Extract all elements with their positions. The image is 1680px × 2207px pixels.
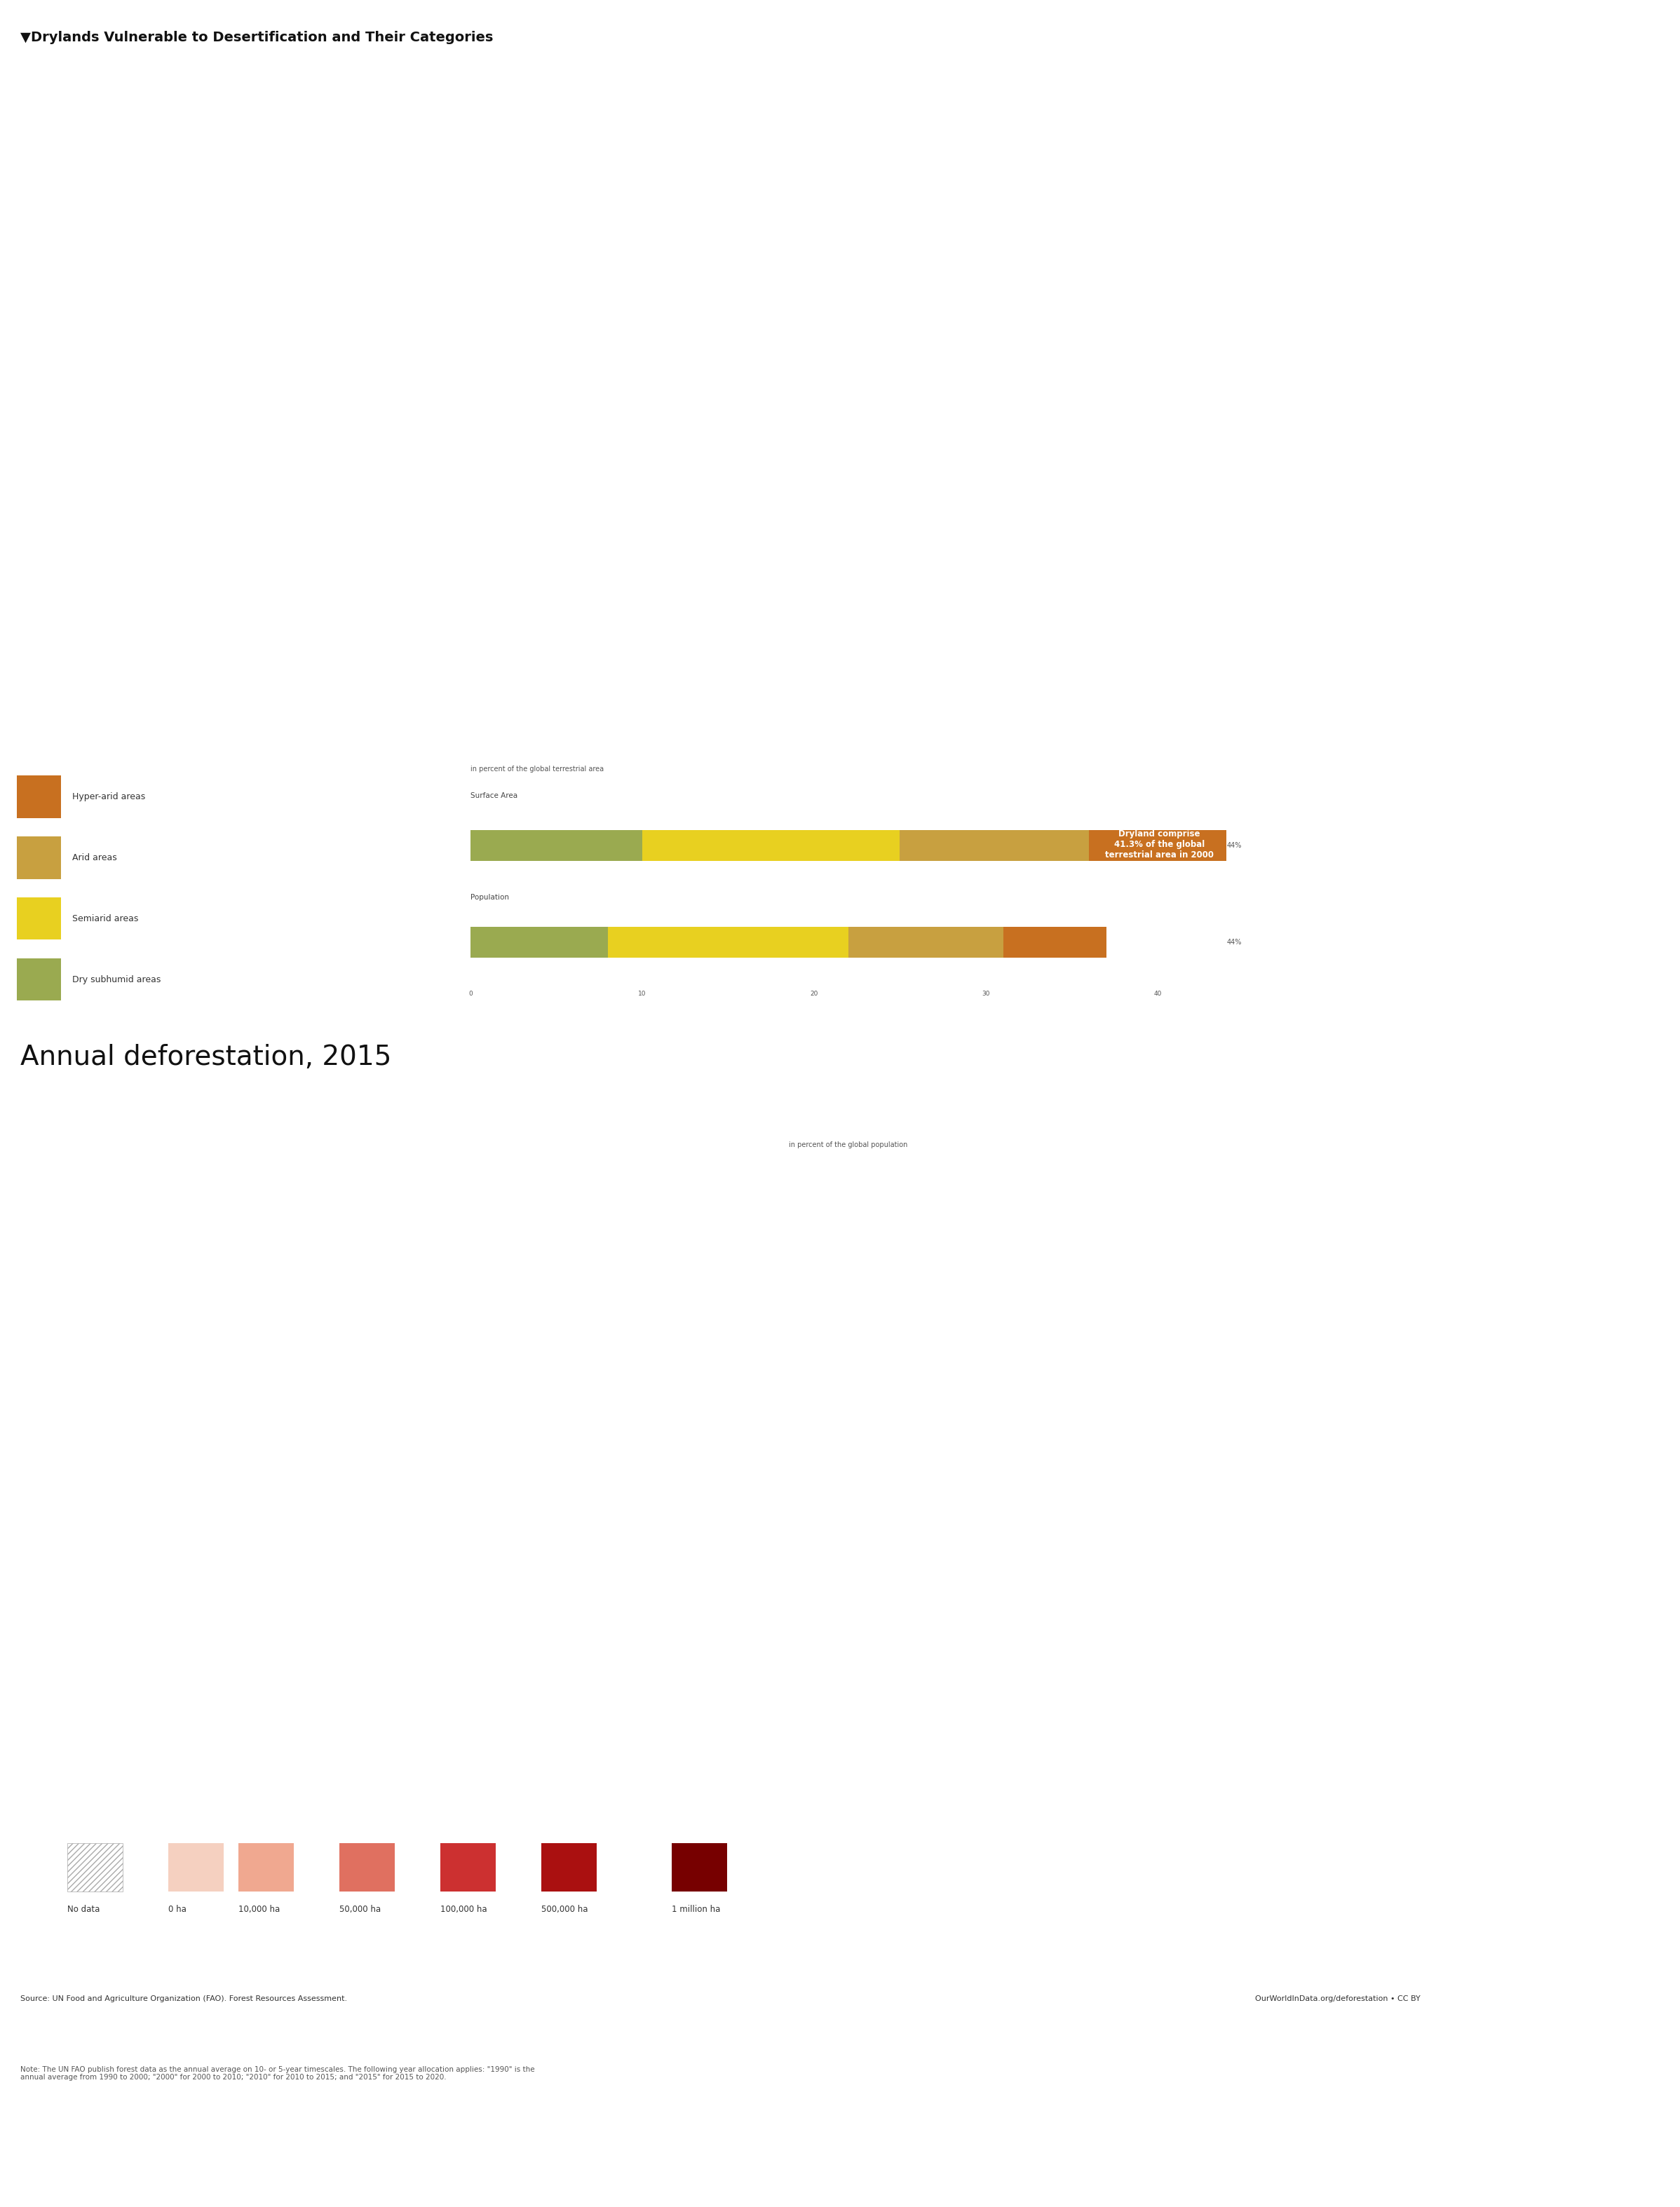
Bar [17,898,60,940]
Bar [239,1843,294,1891]
Bar [168,1843,223,1891]
Bar [17,958,60,1000]
Text: 0 ha: 0 ha [168,1905,186,1913]
Text: 10,000 ha: 10,000 ha [239,1905,281,1913]
Bar [900,830,1089,861]
Bar [339,1843,395,1891]
Text: Arid areas: Arid areas [72,854,118,863]
Bar [1089,830,1226,861]
Text: 1 million ha: 1 million ha [672,1905,721,1913]
Text: Dry subhumid areas: Dry subhumid areas [72,975,161,984]
Text: 20: 20 [810,991,818,998]
Text: Hyper-arid areas: Hyper-arid areas [72,792,146,801]
Bar [608,927,848,958]
Bar [642,830,900,861]
Text: 44%: 44% [1226,841,1242,850]
Bar [541,1843,596,1891]
Bar [848,927,1003,958]
Text: Source: UN Food and Agriculture Organization (FAO). Forest Resources Assessment.: Source: UN Food and Agriculture Organiza… [20,1995,348,2002]
Bar [440,1843,496,1891]
Bar [672,1843,727,1891]
Text: in percent of the global population: in percent of the global population [790,1141,907,1148]
Text: OurWorldInData.org/deforestation • CC BY: OurWorldInData.org/deforestation • CC BY [1255,1995,1420,2002]
Text: 40: 40 [1154,991,1161,998]
Text: Semiarid areas: Semiarid areas [72,914,138,923]
Text: 10: 10 [638,991,647,998]
Text: Our World
in Data: Our World in Data [1408,95,1465,115]
Text: Surface Area: Surface Area [470,792,517,799]
Bar [17,836,60,878]
Text: Dryland comprise
41.3% of the global
terrestrial area in 2000: Dryland comprise 41.3% of the global ter… [1105,830,1213,859]
Text: Population: Population [470,894,509,900]
Bar [470,927,608,958]
Text: Note: The UN FAO publish forest data as the annual average on 10- or 5-year time: Note: The UN FAO publish forest data as … [20,2066,534,2081]
Bar [1003,927,1105,958]
Bar [67,1843,123,1891]
Bar [17,775,60,819]
Text: 50,000 ha: 50,000 ha [339,1905,381,1913]
Text: 44%: 44% [1226,938,1242,947]
Text: 30: 30 [981,991,990,998]
Text: No data: No data [67,1905,99,1913]
Text: Annual deforestation, 2015: Annual deforestation, 2015 [20,1044,391,1070]
Text: 100,000 ha: 100,000 ha [440,1905,487,1913]
Text: ▼Drylands Vulnerable to Desertification and Their Categories: ▼Drylands Vulnerable to Desertification … [20,31,492,44]
Bar [470,830,642,861]
Text: 500,000 ha: 500,000 ha [541,1905,588,1913]
Text: Drylands are home to
34.7% of the global
population in 2000: Drylands are home to 34.7% of the global… [1109,936,1210,964]
Text: in percent of the global terrestrial area: in percent of the global terrestrial are… [470,766,603,772]
Text: 0: 0 [469,991,472,998]
